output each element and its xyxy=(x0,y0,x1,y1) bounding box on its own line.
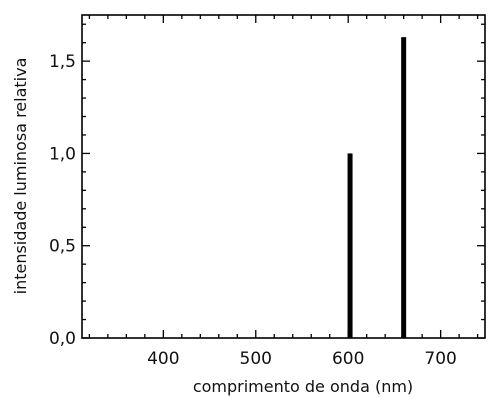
x-axis-label: comprimento de onda (nm) xyxy=(193,377,413,396)
x-axis-ticks xyxy=(88,15,479,338)
plot-frame xyxy=(81,14,486,339)
x-tick-labels: 400 500 600 700 xyxy=(147,349,457,369)
bar xyxy=(347,153,353,338)
x-tick-label: 500 xyxy=(240,349,272,369)
y-tick-label: 0,5 xyxy=(49,237,76,257)
y-axis-label: intensidade luminosa relativa xyxy=(11,58,30,295)
bar xyxy=(401,37,407,339)
x-tick-label: 600 xyxy=(332,349,364,369)
x-tick-label: 700 xyxy=(424,349,456,369)
y-tick-labels: 0,0 0,5 1,0 1,5 xyxy=(49,52,76,349)
x-tick-label: 400 xyxy=(147,349,179,369)
y-tick-label: 0,0 xyxy=(49,329,76,349)
bars-group xyxy=(347,37,407,339)
y-tick-label: 1,5 xyxy=(49,52,76,72)
y-tick-label: 1,0 xyxy=(49,144,76,164)
y-axis-ticks xyxy=(82,23,485,339)
